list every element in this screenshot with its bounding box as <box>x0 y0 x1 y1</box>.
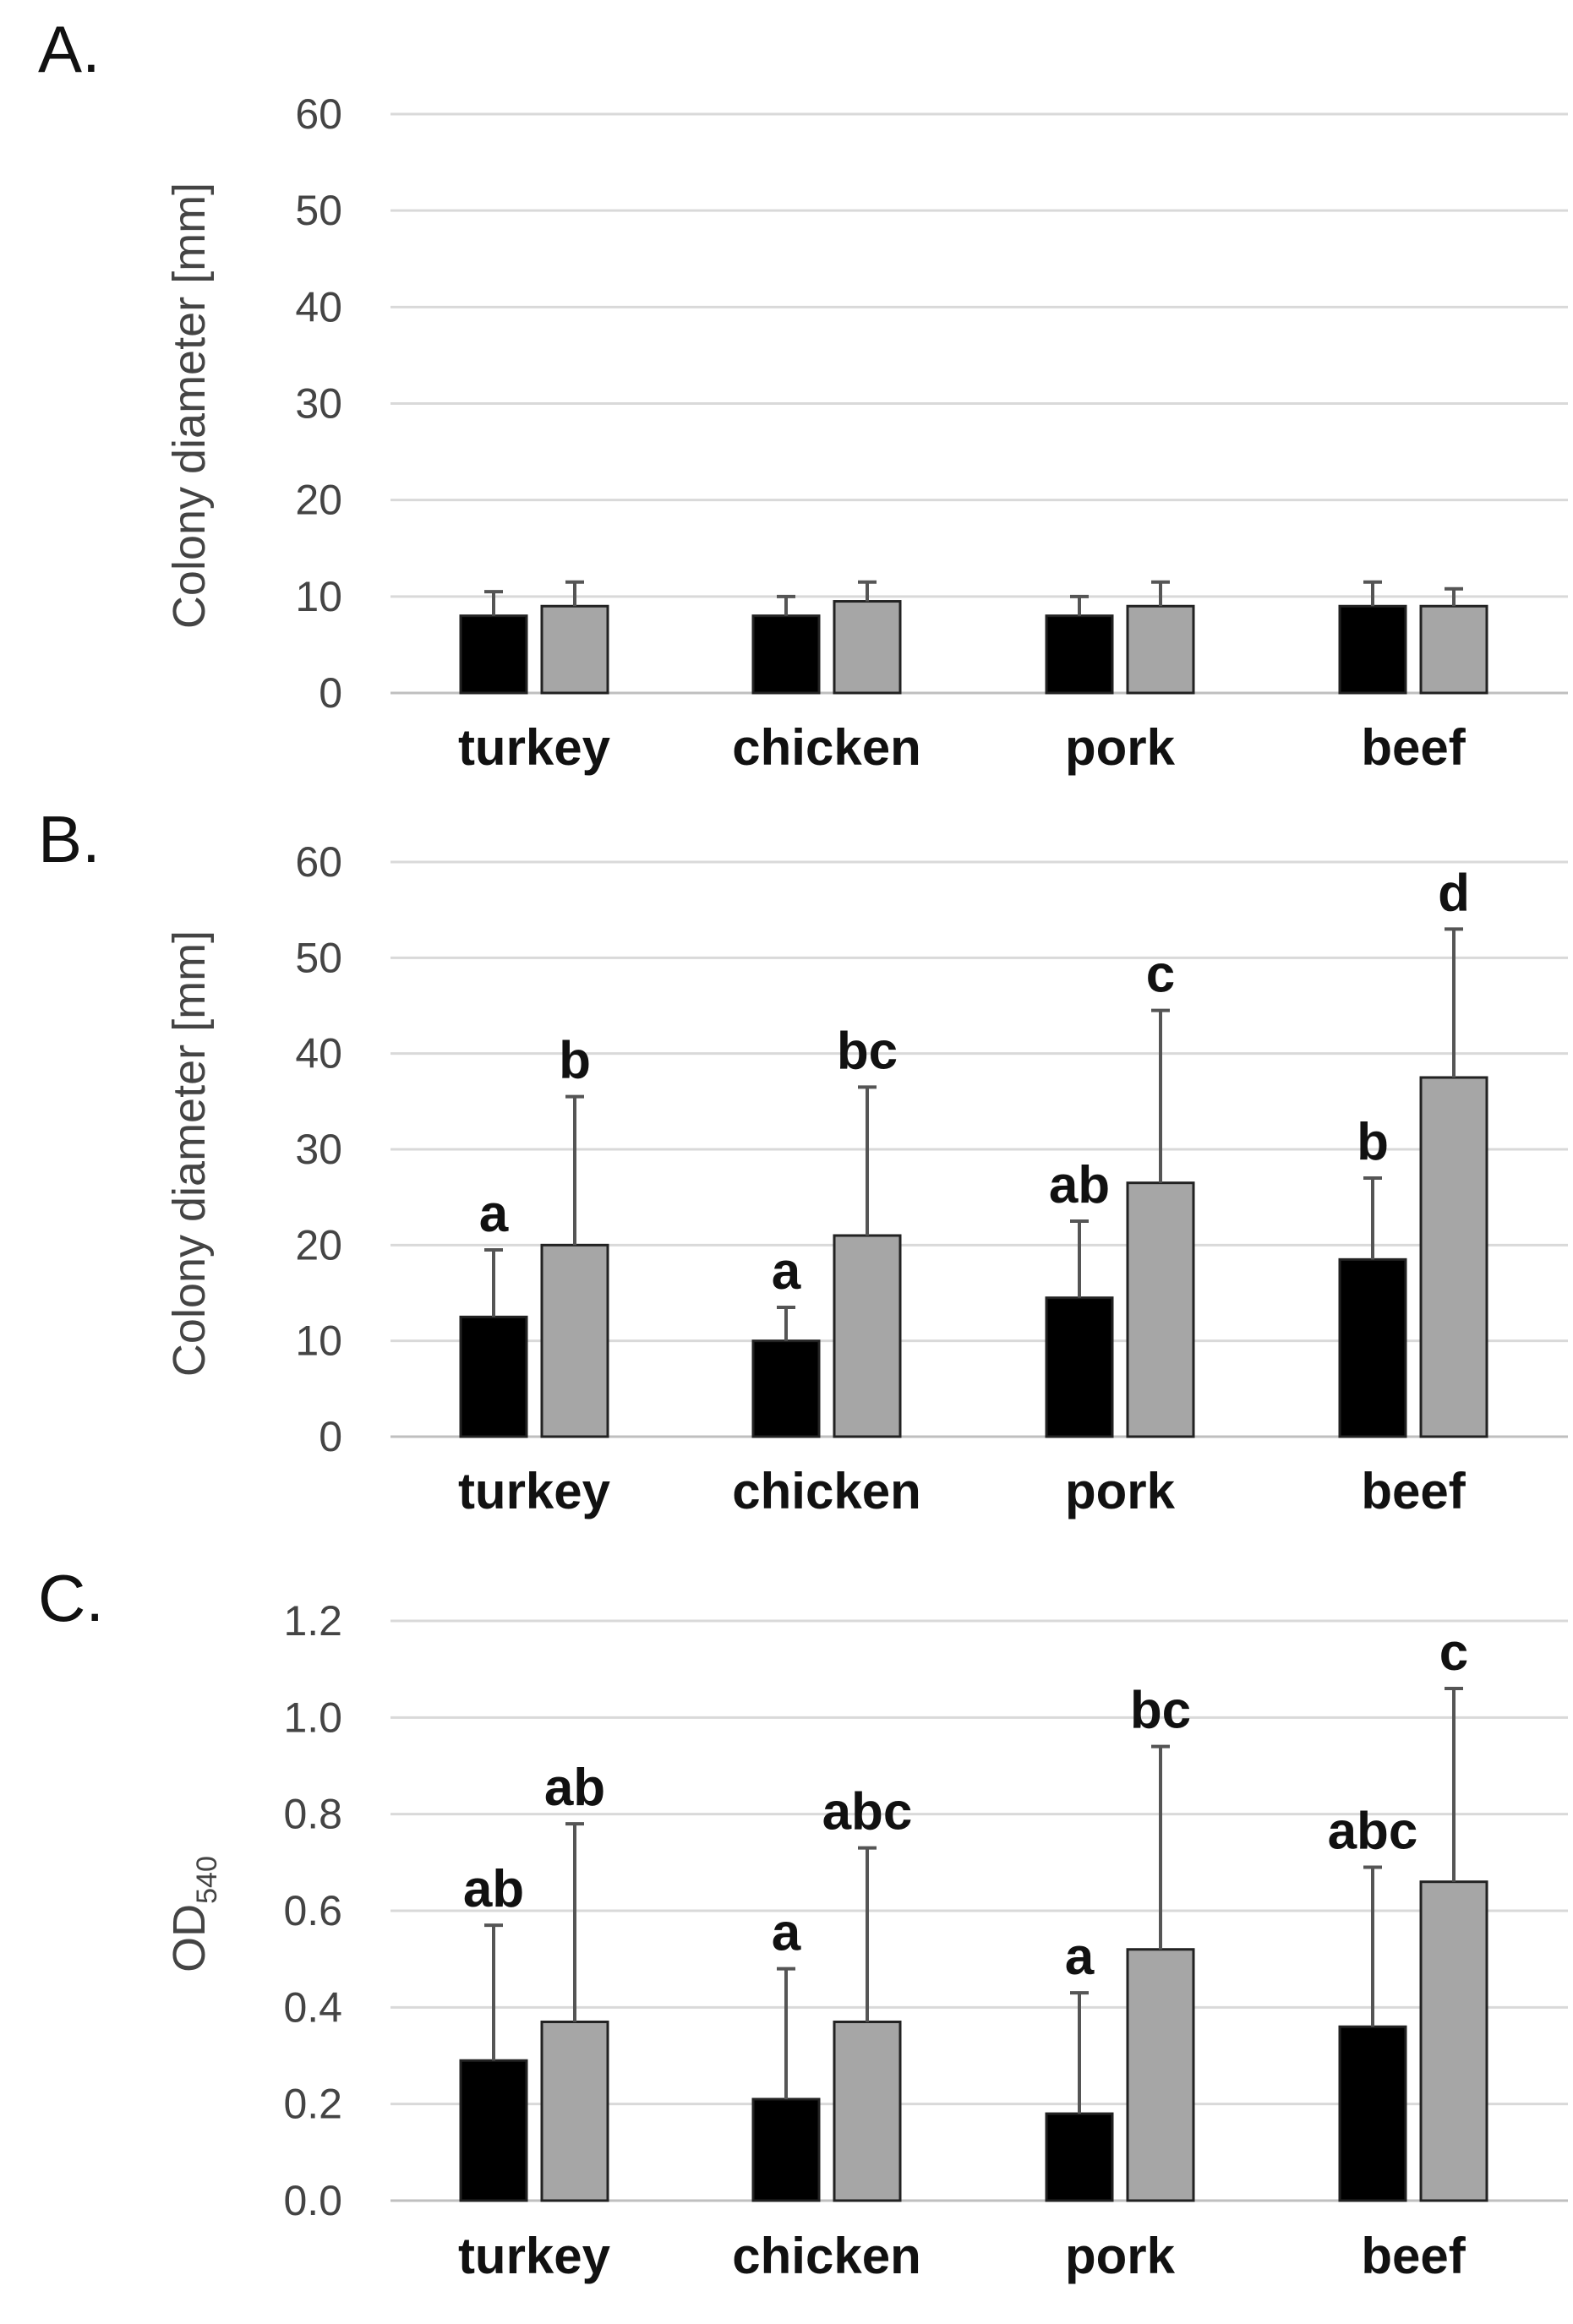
bar-turkey-series-2 <box>540 604 609 695</box>
bar-pork-series-2 <box>1126 1948 1195 2202</box>
y-tick-label: 50 <box>295 187 342 234</box>
category-label: pork <box>1065 2228 1176 2284</box>
y-tick-label: 0.6 <box>283 1887 342 1934</box>
bar-chicken-series-1 <box>751 1339 821 1438</box>
bar-chicken-series-1 <box>751 614 821 695</box>
significance-letter: ab <box>544 1759 605 1817</box>
y-tick-label: 0.4 <box>283 1983 342 2031</box>
significance-letter: abc <box>1328 1803 1418 1861</box>
significance-letter: abc <box>822 1783 913 1841</box>
y-axis-label: OD540 <box>164 1856 223 1972</box>
y-tick-label: 30 <box>295 380 342 428</box>
bar-turkey-series-1 <box>459 2059 528 2202</box>
panel-label: C. <box>38 1561 104 1635</box>
category-label: pork <box>1065 719 1176 776</box>
y-axis-label: Colony diameter [mm] <box>164 930 215 1377</box>
bar-beef-series-1 <box>1338 604 1407 695</box>
category-label: turkey <box>458 719 611 776</box>
significance-letter: d <box>1438 864 1470 922</box>
y-tick-label: 20 <box>295 1221 342 1268</box>
significance-letter: a <box>479 1185 509 1243</box>
y-tick-label: 60 <box>295 838 342 886</box>
significance-letter: c <box>1439 1623 1468 1682</box>
significance-letter: bc <box>1130 1682 1191 1740</box>
bar-beef-series-2 <box>1419 1076 1488 1438</box>
bar-chicken-series-2 <box>833 1234 902 1438</box>
y-tick-label: 60 <box>295 90 342 138</box>
y-axis-label-text: OD <box>164 1904 215 1972</box>
significance-letter: b <box>1357 1113 1389 1171</box>
y-tick-label: 40 <box>295 283 342 330</box>
y-tick-label: 0 <box>319 1413 342 1460</box>
category-label: chicken <box>732 1463 920 1519</box>
y-axis-label-subscript: 540 <box>191 1856 223 1904</box>
category-label: beef <box>1361 2228 1466 2284</box>
y-tick-label: 0.8 <box>283 1791 342 1838</box>
bar-chicken-series-2 <box>833 600 902 695</box>
category-label: beef <box>1361 719 1466 776</box>
significance-letter: a <box>772 1904 801 1962</box>
significance-letter: b <box>559 1032 591 1090</box>
y-tick-label: 40 <box>295 1030 342 1077</box>
category-label: pork <box>1065 1463 1176 1519</box>
bar-pork-series-1 <box>1045 2112 1114 2202</box>
bar-turkey-series-2 <box>540 2020 609 2202</box>
bar-beef-series-2 <box>1419 1880 1488 2202</box>
y-tick-label: 30 <box>295 1126 342 1173</box>
bar-turkey-series-1 <box>459 614 528 695</box>
category-label: beef <box>1361 1463 1466 1519</box>
bar-pork-series-2 <box>1126 1181 1195 1438</box>
y-tick-label: 0.2 <box>283 2081 342 2128</box>
y-axis-label: Colony diameter [mm] <box>164 183 215 629</box>
category-label: chicken <box>732 2228 920 2284</box>
bar-pork-series-1 <box>1045 614 1114 695</box>
panel-label: A. <box>38 12 101 86</box>
bar-pork-series-1 <box>1045 1296 1114 1438</box>
category-label: chicken <box>732 719 920 776</box>
y-tick-label: 10 <box>295 573 342 620</box>
significance-letter: c <box>1146 946 1175 1004</box>
bar-beef-series-1 <box>1338 2025 1407 2202</box>
bar-pork-series-2 <box>1126 604 1195 695</box>
significance-letter: bc <box>837 1022 898 1080</box>
y-tick-label: 0.0 <box>283 2177 342 2224</box>
y-tick-label: 1.0 <box>283 1694 342 1741</box>
significance-letter: ab <box>1049 1156 1110 1214</box>
bar-turkey-series-2 <box>540 1243 609 1438</box>
y-tick-label: 20 <box>295 477 342 524</box>
y-tick-label: 50 <box>295 934 342 981</box>
chart-panel-1: A. 0 10 20 30 40 50 60 Colony diameter [mm] turke… <box>38 12 1568 776</box>
y-tick-label: 1.2 <box>283 1597 342 1645</box>
y-tick-label: 10 <box>295 1317 342 1365</box>
bar-beef-series-1 <box>1338 1257 1407 1438</box>
significance-letter: a <box>1065 1928 1095 1986</box>
bar-turkey-series-1 <box>459 1315 528 1438</box>
significance-letter: a <box>772 1242 801 1301</box>
y-tick-label: 0 <box>319 669 342 717</box>
bar-beef-series-2 <box>1419 604 1488 695</box>
y-axis-label-text: Colony diameter [mm] <box>164 930 215 1377</box>
significance-letter: ab <box>463 1860 524 1918</box>
y-axis-label-text: Colony diameter [mm] <box>164 183 215 629</box>
panel-label: B. <box>38 802 101 876</box>
bar-chicken-series-2 <box>833 2020 902 2202</box>
category-label: turkey <box>458 2228 611 2284</box>
category-label: turkey <box>458 1463 611 1519</box>
bar-chicken-series-1 <box>751 2098 821 2202</box>
